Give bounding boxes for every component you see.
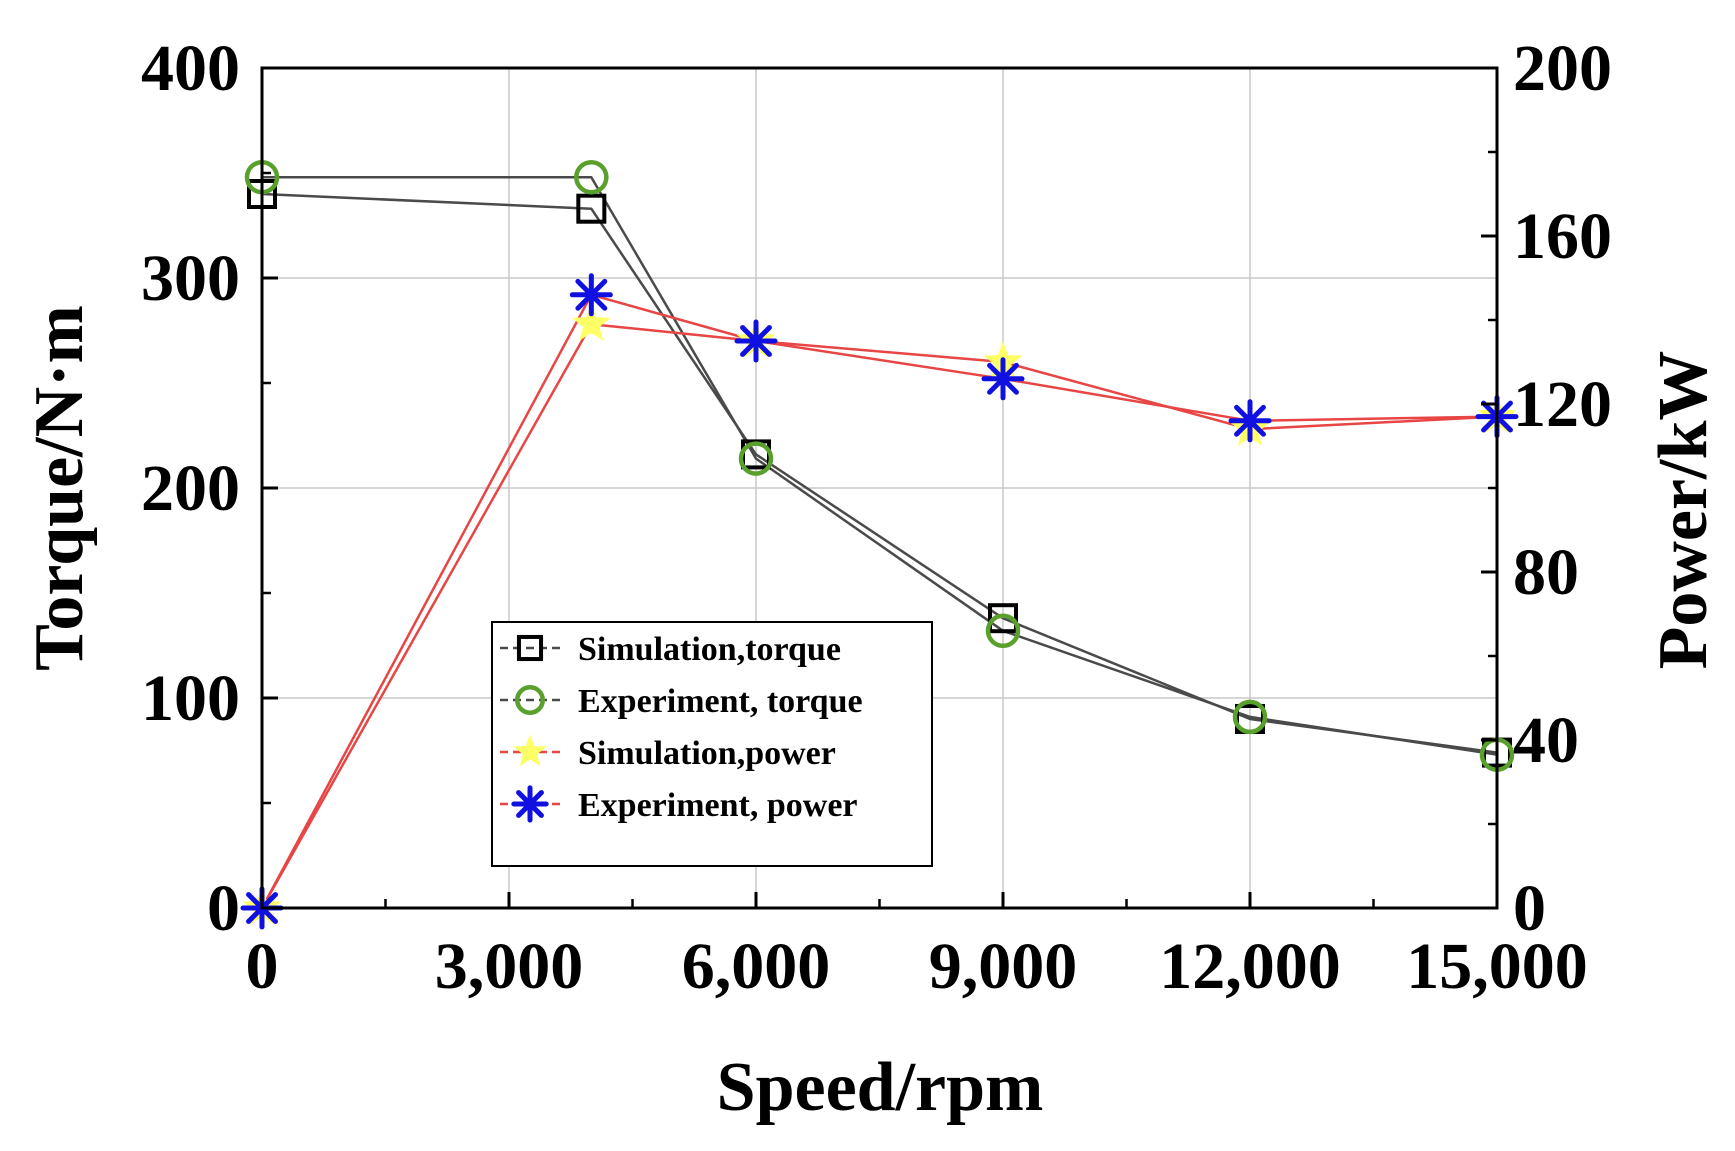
legend-marker [515, 685, 545, 715]
y-left-tick-label: 200 [141, 452, 240, 525]
y-right-tick-label: 0 [1513, 872, 1546, 945]
y-right-axis-title: Power/kW [1645, 351, 1722, 670]
series-line-0 [261, 192, 1498, 754]
y-left-tick-label: 100 [141, 662, 240, 735]
legend-label: Experiment, power [578, 787, 858, 824]
y-right-tick-label: 200 [1513, 32, 1612, 105]
x-tick-label: 3,000 [435, 930, 584, 1003]
data-point-series-1 [1232, 699, 1268, 735]
legend: Simulation,torque Experiment, torque Simul… [491, 621, 933, 867]
data-point-series-1 [985, 613, 1021, 649]
data-point-series-3-stroke [575, 278, 608, 311]
legend-marker [516, 634, 544, 662]
series-line-3 [260, 293, 1498, 909]
x-tick-label: 0 [246, 930, 279, 1003]
data-point-series-1 [738, 441, 774, 476]
legend-entry: Simulation,power [500, 734, 836, 772]
x-tick-label: 6,000 [682, 930, 831, 1003]
y-right-tick-label: 80 [1513, 536, 1579, 609]
y-right-tick-label: 160 [1513, 200, 1612, 273]
data-point-series-3-stroke [987, 362, 1019, 395]
legend-entry: Experiment, torque [500, 683, 863, 720]
y-right-tick-label: 120 [1513, 368, 1612, 441]
y-left-tick-label: 0 [207, 872, 240, 945]
x-axis-title: Speed/rpm [717, 1049, 1044, 1126]
data-point-series-3-stroke [1234, 404, 1266, 437]
legend-label: Experiment, torque [578, 683, 863, 720]
legend-entry: Experiment, power [500, 785, 858, 824]
data-point-series-0 [988, 603, 1018, 634]
legend-entry: Simulation,torque [500, 631, 841, 668]
data-point-series-1 [574, 159, 609, 195]
x-tick-label: 9,000 [929, 930, 1078, 1003]
legend-marker [513, 734, 547, 767]
data-point-series-3 [1228, 399, 1272, 443]
y-left-tick-label: 300 [141, 242, 240, 315]
legend-box [491, 621, 933, 867]
series-lines [260, 175, 1498, 909]
tick-labels: 0 3,000 6,000 9,000 12,000 15,000010020030040… [141, 32, 1612, 1003]
x-tick-label: 15,000 [1406, 930, 1588, 1003]
data-point-series-2 [571, 303, 611, 341]
y-right-tick-label: 40 [1513, 704, 1579, 777]
data-point-series-0 [576, 193, 607, 224]
data-point-series-3 [569, 273, 613, 317]
y-left-tick-label: 400 [141, 32, 240, 105]
data-point-series-3 [734, 319, 778, 363]
legend-marker [511, 785, 549, 823]
y-left-axis-title: Torque/N·m [21, 305, 98, 671]
series-markers [240, 159, 1519, 930]
legend-label: Simulation,power [578, 735, 836, 772]
axis-ticks [260, 66, 1499, 910]
legend-label: Simulation,torque [578, 631, 841, 668]
data-point-series-3 [981, 357, 1025, 401]
data-point-series-3-stroke [740, 325, 772, 357]
legend-marker-stroke [516, 790, 544, 818]
series-line-1 [262, 175, 1498, 756]
series-line-2 [260, 322, 1498, 909]
x-tick-label: 12,000 [1159, 930, 1341, 1003]
